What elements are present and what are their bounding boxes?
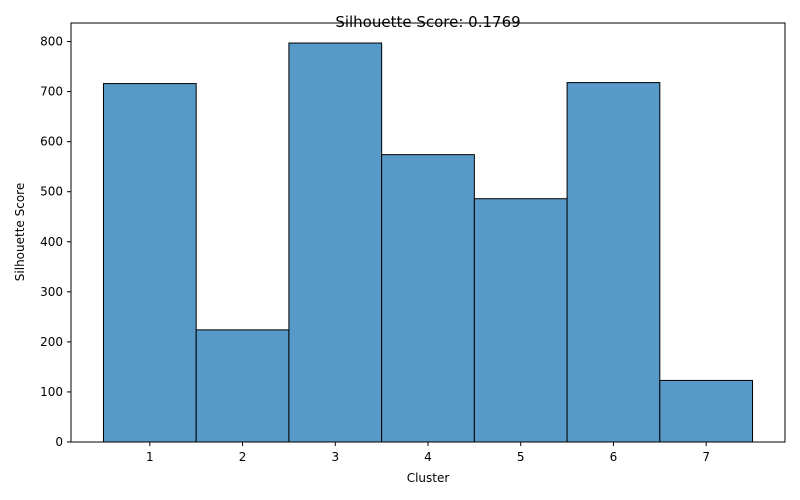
y-tick-label: 100 bbox=[40, 385, 63, 399]
x-tick-label: 7 bbox=[702, 450, 710, 464]
x-tick-label: 4 bbox=[424, 450, 432, 464]
y-tick-label: 500 bbox=[40, 185, 63, 199]
chart-title: Silhouette Score: 0.1769 bbox=[335, 13, 520, 31]
x-tick-label: 3 bbox=[331, 450, 339, 464]
bar-cluster-4 bbox=[381, 154, 475, 443]
bar-cluster-2 bbox=[195, 329, 290, 443]
x-tick-label: 1 bbox=[146, 450, 154, 464]
x-tick-label: 5 bbox=[517, 450, 525, 464]
y-tick-label: 0 bbox=[55, 435, 63, 449]
y-axis-label: Silhouette Score bbox=[13, 183, 27, 281]
bar-cluster-6 bbox=[566, 82, 661, 443]
y-tick-label: 300 bbox=[40, 285, 63, 299]
x-axis: 1 2 3 4 5 6 7 bbox=[146, 442, 710, 464]
bars-group bbox=[102, 42, 754, 443]
x-tick-label: 6 bbox=[610, 450, 618, 464]
y-axis: 0 100 200 300 400 500 600 700 800 bbox=[40, 35, 71, 449]
y-tick-label: 200 bbox=[40, 335, 63, 349]
y-tick-label: 800 bbox=[40, 35, 63, 49]
bar-cluster-5 bbox=[473, 198, 568, 443]
y-tick-label: 700 bbox=[40, 85, 63, 99]
bar-cluster-1 bbox=[102, 83, 197, 443]
y-tick-label: 600 bbox=[40, 135, 63, 149]
bar-cluster-7 bbox=[659, 379, 754, 443]
x-axis-label: Cluster bbox=[407, 471, 450, 485]
y-tick-label: 400 bbox=[40, 235, 63, 249]
bar-cluster-3 bbox=[288, 42, 383, 443]
x-tick-label: 2 bbox=[239, 450, 247, 464]
